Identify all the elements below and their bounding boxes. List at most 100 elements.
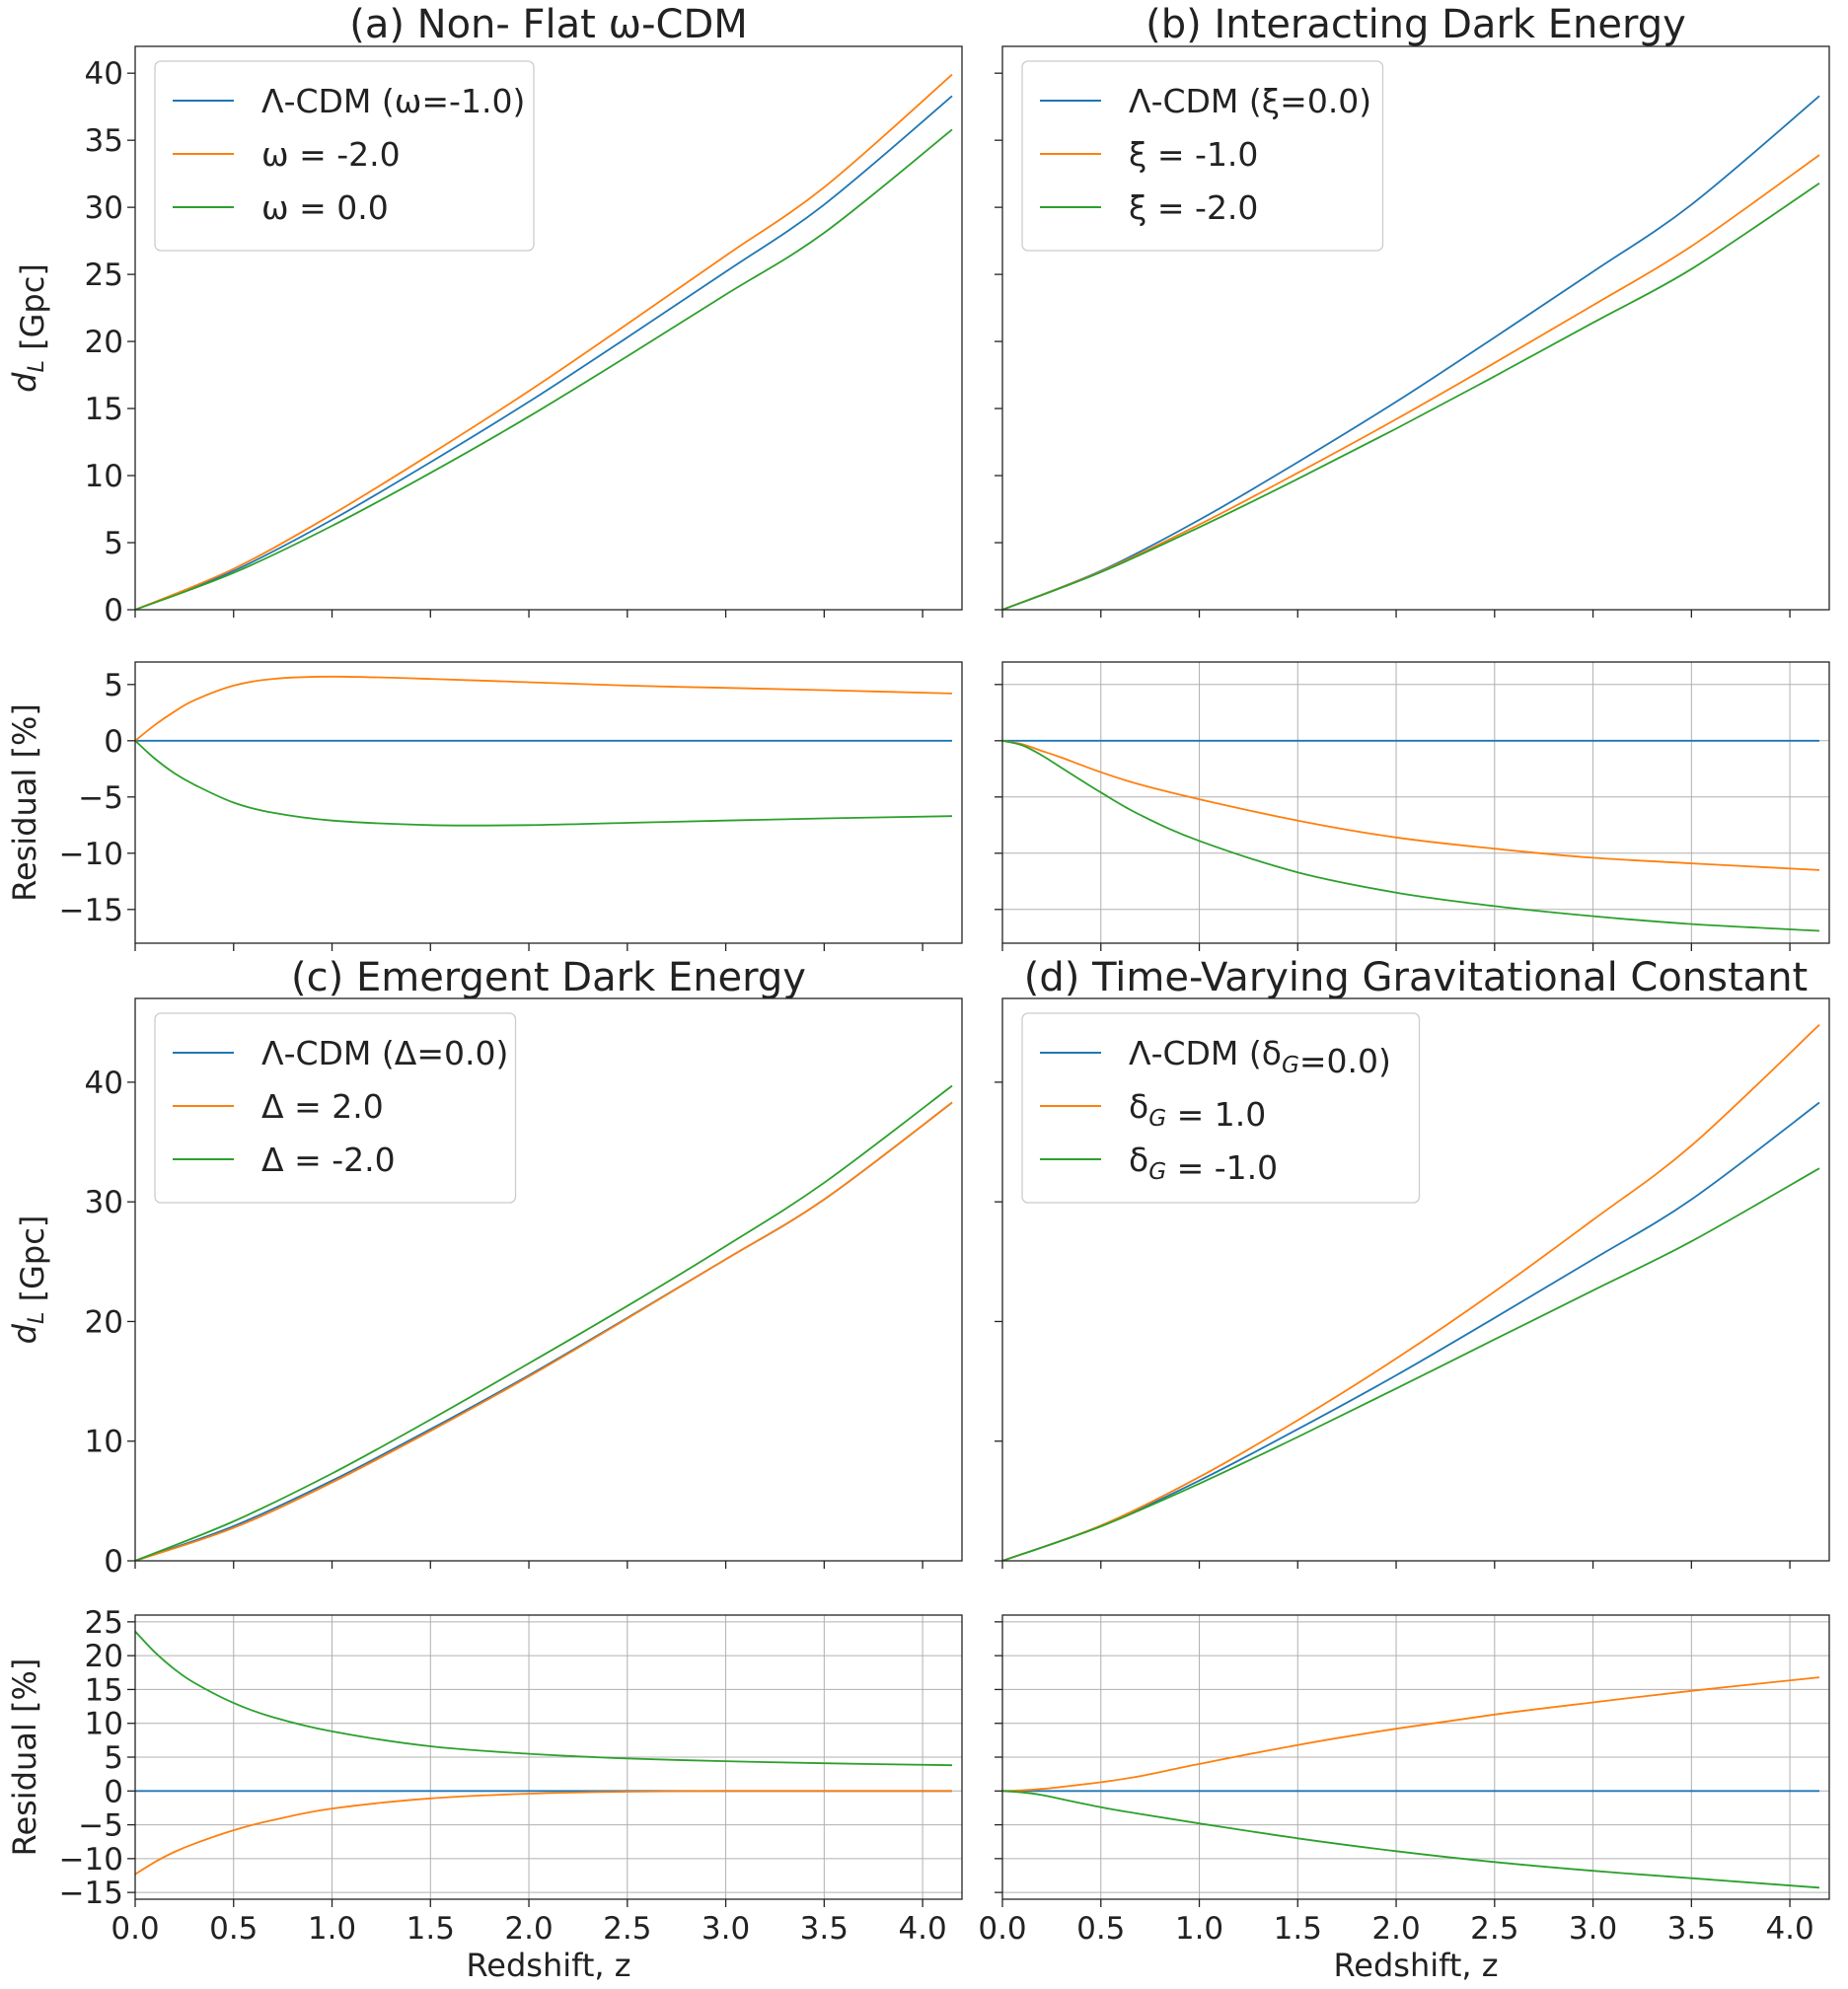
x-tick-label: 2.5 [1470, 1911, 1518, 1947]
y-axis-title: Residual [%] [6, 703, 43, 902]
x-tick-label: 2.5 [603, 1911, 651, 1947]
panel-title: (b) Interacting Dark Energy [1146, 2, 1686, 47]
panel-b: (b) Interacting Dark Energy Λ-CDM (ξ=0.0)… [995, 2, 1830, 951]
y-tick-label: 5 [104, 668, 123, 703]
legend-label: δG = -1.0 [1129, 1141, 1278, 1187]
x-tick-label: 1.5 [407, 1911, 455, 1947]
x-tick-label: 0.0 [978, 1911, 1026, 1947]
y-tick-label: 15 [85, 392, 123, 427]
y-tick-label: 30 [85, 1185, 123, 1220]
y-tick-label: 25 [85, 258, 123, 293]
x-tick-label: 0.5 [209, 1911, 258, 1947]
series-line-orange [1002, 1676, 1820, 1793]
series-line-orange [1002, 739, 1820, 871]
legend-label: Λ-CDM (ξ=0.0) [1129, 82, 1371, 120]
y-tick-label: 20 [85, 1639, 123, 1674]
x-tick-label: 1.0 [1175, 1911, 1223, 1947]
residual-axes [995, 661, 1830, 951]
series-line-green [135, 1630, 953, 1767]
luminosity-distance-axes: 0 5 10 15 20 25 30 35 40 dL [Gpc] Λ-CDM (ω=-1.0) ω … [6, 45, 963, 628]
legend-frame [154, 1012, 517, 1204]
x-tick-label: 2.0 [504, 1911, 553, 1947]
x-tick-label: 4.0 [1765, 1911, 1813, 1947]
panel-d: (d) Time-Varying Gravitational Constant Λ… [978, 955, 1830, 1984]
legend-label: ω = 0.0 [261, 188, 389, 227]
series-line-orange [135, 1790, 952, 1876]
series-line-orange [135, 675, 953, 742]
axes-frame [134, 997, 963, 1562]
legend-label: ξ = -1.0 [1129, 135, 1258, 174]
y-axis-title: Residual [%] [6, 1658, 43, 1857]
legend-label: Λ-CDM (δG=0.0) [1129, 1034, 1391, 1080]
y-tick-label: 10 [85, 459, 123, 494]
legend: Λ-CDM (ω=-1.0) ω = -2.0 ω = 0.0 [154, 60, 535, 252]
series-line-orange [1002, 1024, 1820, 1561]
series-line-green [135, 128, 953, 610]
y-tick-label: −10 [59, 837, 123, 872]
y-tick-label: 35 [85, 123, 123, 159]
legend: Λ-CDM (δG=0.0) δG = 1.0 δG = -1.0 [1021, 1012, 1421, 1204]
series-line-blue [1002, 95, 1820, 610]
legend-frame [1021, 60, 1384, 252]
axes-frame [1001, 997, 1830, 1562]
panel-title: (d) Time-Varying Gravitational Constant [1024, 955, 1808, 1000]
residual-axes: 5 0 −5 −10 −15 Residual [%] [6, 661, 963, 951]
legend-label: ω = -2.0 [261, 135, 401, 174]
panel-a: (a) Non- Flat ω-CDM 0 5 10 15 20 25 30 35 40 dL [G… [6, 2, 963, 951]
axes-frame [1001, 661, 1830, 944]
legend-label: Λ-CDM (Δ=0.0) [261, 1034, 508, 1072]
legend: Λ-CDM (ξ=0.0) ξ = -1.0 ξ = -2.0 [1021, 60, 1384, 252]
series-line-green [1002, 182, 1820, 610]
x-tick-label: 0.0 [111, 1911, 159, 1947]
y-tick-label: 0 [104, 1774, 123, 1809]
axes-frame [1001, 45, 1830, 611]
x-tick-label: 4.0 [898, 1911, 946, 1947]
x-tick-label: 2.0 [1371, 1911, 1420, 1947]
x-tick-label: 3.0 [1569, 1911, 1617, 1947]
y-tick-label: 0 [104, 593, 123, 628]
legend-label: Δ = 2.0 [261, 1087, 384, 1126]
series-line-green [1002, 1167, 1820, 1561]
series-line-orange [135, 73, 953, 610]
x-tick-label: 3.5 [800, 1911, 849, 1947]
x-tick-label: 3.0 [702, 1911, 750, 1947]
y-tick-label: −5 [78, 780, 123, 816]
x-tick-label: 0.5 [1076, 1911, 1125, 1947]
series-line-green [135, 1084, 953, 1561]
y-tick-label: −5 [78, 1808, 123, 1844]
y-tick-label: 0 [104, 724, 123, 760]
legend-frame [1021, 1012, 1421, 1204]
series-line-green [1002, 1790, 1820, 1889]
legend-label: ξ = -2.0 [1129, 188, 1258, 227]
legend-frame [154, 60, 535, 252]
x-tick-label: 1.0 [308, 1911, 356, 1947]
axes-frame [134, 45, 963, 611]
series-line-green [135, 740, 953, 827]
y-tick-label: 10 [85, 1707, 123, 1742]
y-tick-label: 15 [85, 1672, 123, 1708]
y-tick-label: −15 [59, 893, 123, 928]
x-axis-title: Redshift, z [466, 1947, 630, 1984]
y-tick-label: 20 [85, 1304, 123, 1340]
x-tick-label: 3.5 [1667, 1911, 1716, 1947]
panel-title: (c) Emergent Dark Energy [291, 955, 806, 1000]
luminosity-distance-axes: 0 10 20 30 40 dL [Gpc] Λ-CDM (Δ=0.0) Δ = 2.0 Δ =… [6, 997, 963, 1580]
series-line-orange [135, 1101, 953, 1561]
y-axis-title: dL [Gpc] [6, 1216, 51, 1345]
y-axis-title: dL [Gpc] [6, 263, 51, 393]
panel-title: (a) Non- Flat ω-CDM [349, 2, 748, 47]
legend-label: Λ-CDM (ω=-1.0) [261, 82, 525, 120]
x-axis-title: Redshift, z [1333, 1947, 1498, 1984]
y-tick-label: −15 [59, 1876, 123, 1911]
y-tick-label: 30 [85, 190, 123, 226]
residual-axes: 0.0 0.5 1.0 1.5 2.0 2.5 3.0 3.5 4.0 Redshift, z [978, 1614, 1830, 1984]
legend: Λ-CDM (Δ=0.0) Δ = 2.0 Δ = -2.0 [154, 1012, 517, 1204]
y-tick-label: 10 [85, 1425, 123, 1460]
x-tick-label: 1.5 [1274, 1911, 1322, 1947]
luminosity-distance-axes: Λ-CDM (δG=0.0) δG = 1.0 δG = -1.0 [995, 997, 1830, 1569]
y-tick-label: 25 [85, 1605, 123, 1641]
y-tick-label: −10 [59, 1842, 123, 1878]
legend-label: δG = 1.0 [1129, 1087, 1266, 1134]
